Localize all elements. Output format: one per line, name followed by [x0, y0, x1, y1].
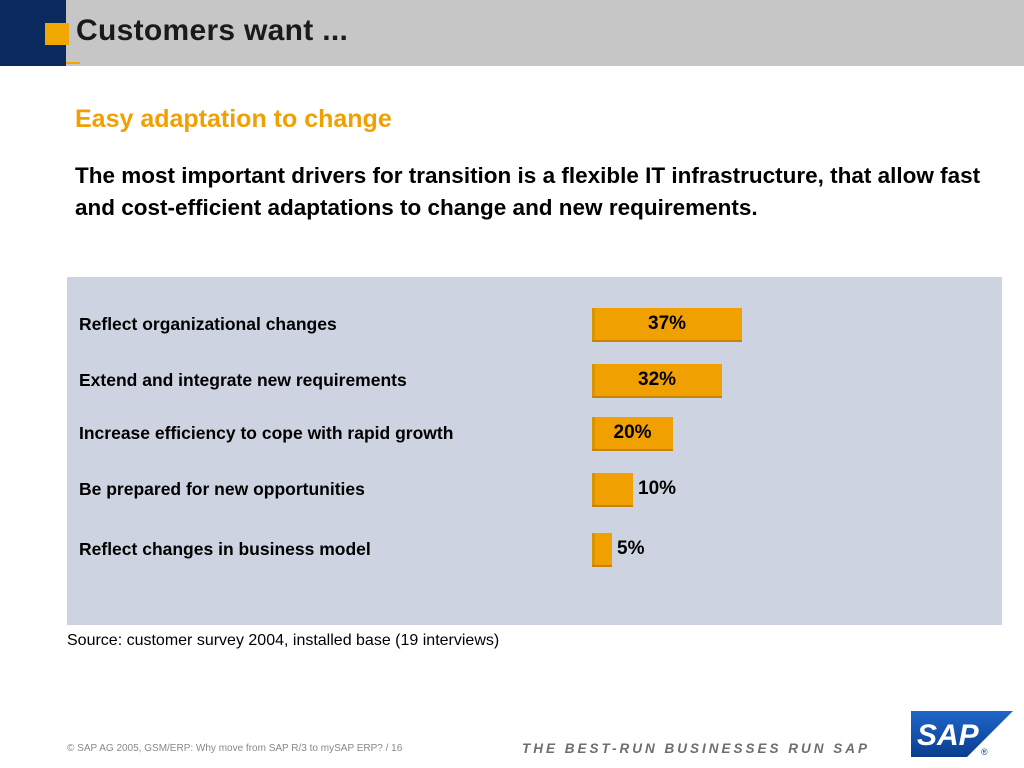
bar-value-label: 10%: [638, 478, 677, 499]
source-note: Source: customer survey 2004, installed …: [67, 632, 500, 649]
sap-logo: SAP ®: [911, 711, 1013, 757]
footer-text: SAP AG 2005, GSM/ERP: Why move from SAP …: [77, 743, 403, 754]
header-band: [0, 0, 1024, 66]
chart-bar: [592, 473, 633, 507]
logo-shape: [911, 711, 1013, 757]
chart-bar: [592, 308, 742, 342]
row-label: Extend and integrate new requirements: [79, 370, 407, 390]
row-label: Reflect changes in business model: [79, 539, 371, 559]
chart-panel: Reflect organizational changes 37% Extend …: [67, 277, 1002, 625]
footer-tagline: THE BEST-RUN BUSINESSES RUN SAP: [522, 741, 871, 756]
row-label: Increase efficiency to cope with rapid g…: [79, 423, 454, 443]
row-label: Reflect organizational changes: [79, 314, 337, 334]
logo-text: SAP: [917, 719, 980, 752]
logo-trademark: ®: [981, 747, 988, 757]
row-label: Be prepared for new opportunities: [79, 479, 365, 499]
chart-bar: [592, 533, 612, 567]
footer-copyright: © SAP AG 2005, GSM/ERP: Why move from SA…: [67, 743, 402, 754]
bar-value-label: 20%: [613, 422, 652, 443]
intro-paragraph: The most important drivers for transitio…: [75, 163, 981, 220]
slide-subtitle: Easy adaptation to change: [75, 105, 392, 133]
title-accent-line: [66, 62, 80, 64]
bar-value-label: 5%: [617, 538, 645, 559]
copyright-symbol: ©: [67, 743, 75, 754]
bar-value-label: 37%: [648, 313, 687, 334]
bar-value-label: 32%: [638, 369, 677, 390]
title-bullet-square: [45, 23, 69, 45]
chart-bar: [592, 364, 722, 398]
chart-bar: [592, 417, 673, 451]
slide-title: Customers want ...: [76, 14, 349, 47]
